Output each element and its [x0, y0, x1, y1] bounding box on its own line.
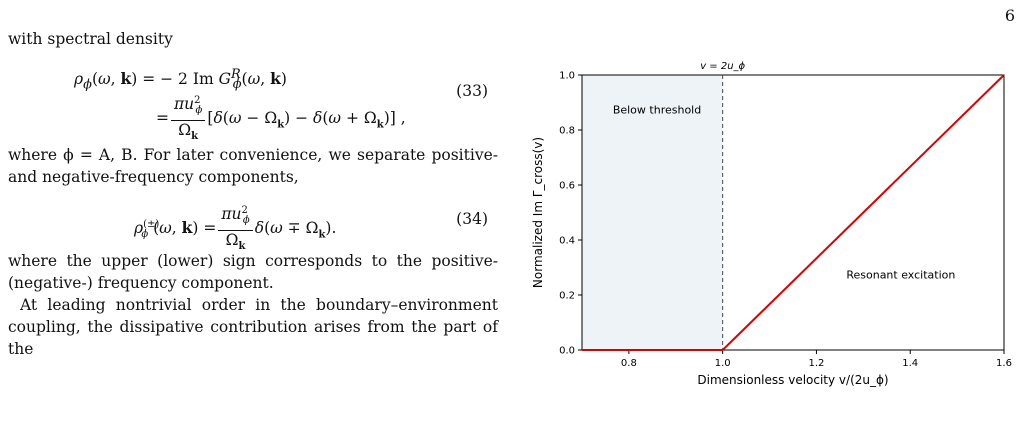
below-threshold-region [582, 75, 723, 350]
y-tick-label: 1.0 [559, 71, 575, 82]
equation-33-line1: ρϕ(ω, k) = − 2 Im GRϕ(ω, k) [74, 67, 287, 93]
y-tick-label: 0.2 [559, 291, 575, 302]
page-number: 6 [1004, 6, 1015, 25]
equation-33-number: (33) [456, 82, 488, 100]
x-tick-label: 1.6 [996, 358, 1012, 369]
x-tick-label: 1.4 [902, 358, 918, 369]
y-axis-label: Normalized Im Γ_cross(v) [531, 137, 545, 288]
equation-33-line2: = πu2ϕ Ωk [δ(ω − Ωk) − δ(ω + Ωk)] , [156, 92, 406, 146]
equation-34: ρ(±)ϕ (ω, k) = πu2ϕ Ωk δ(ω ∓ Ωk). (34) [8, 194, 498, 252]
x-tick-label: 0.8 [621, 358, 637, 369]
series-line [582, 74, 1005, 351]
paragraph-after-34: where the upper (lower) sign corresponds… [8, 252, 498, 292]
intro-text: with spectral density [8, 30, 173, 48]
x-tick-label: 1.2 [808, 358, 824, 369]
plot-frame [581, 74, 1005, 351]
y-tick-label: 0.4 [559, 236, 575, 247]
equation-33: ρϕ(ω, k) = − 2 Im GRϕ(ω, k) = πu2ϕ Ωk [δ(ω … [8, 58, 498, 142]
annotation-label: Resonant excitation [846, 269, 955, 282]
equation-34-number: (34) [456, 210, 488, 228]
y-tick-label: 0.8 [559, 126, 575, 137]
paragraph-after-33: where ϕ = A, B. For later convenience, w… [8, 146, 498, 186]
threshold-label: v = 2u_ϕ [700, 61, 745, 72]
figure: 0.8 1.0 1.2 1.4 1.6 0.0 0.2 0.4 0.6 0.8 1.0 v = 2u… [520, 48, 1025, 400]
paragraph-final: At leading nontrivial order in the bound… [8, 296, 498, 358]
annotation-label: Below threshold [613, 104, 701, 117]
y-tick-label: 0.6 [559, 181, 575, 192]
chart: 0.8 1.0 1.2 1.4 1.6 0.0 0.2 0.4 0.6 0.8 1.0 v = 2u… [531, 61, 1012, 387]
text-column: with spectral density ρϕ(ω, k) = − 2 Im … [8, 28, 498, 360]
y-tick-label: 0.0 [559, 346, 575, 357]
equation-34-line: ρ(±)ϕ (ω, k) = πu2ϕ Ωk δ(ω ∓ Ωk). [134, 202, 336, 256]
x-axis-label: Dimensionless velocity v/(2u_ϕ) [697, 373, 888, 387]
x-tick-label: 1.0 [715, 358, 731, 369]
